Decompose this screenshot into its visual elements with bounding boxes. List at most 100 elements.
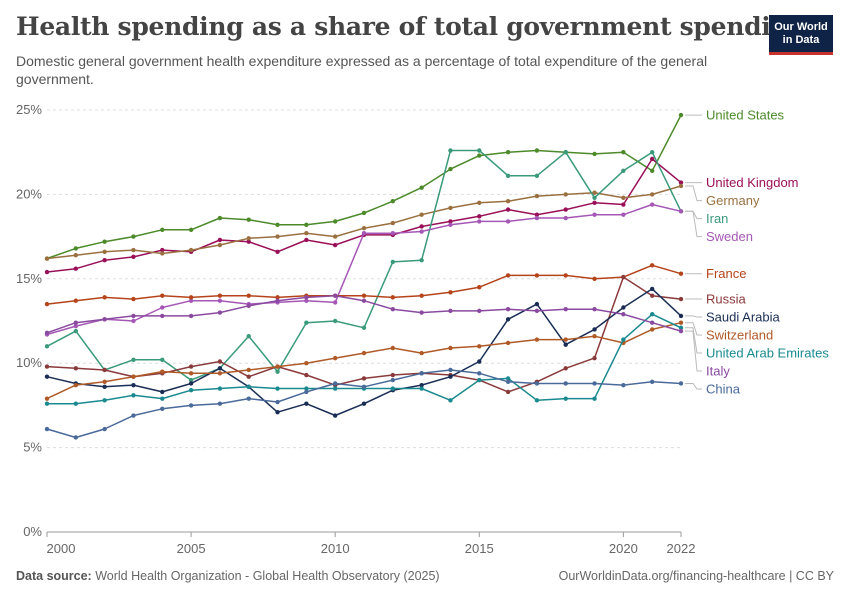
data-point	[246, 374, 251, 379]
data-point	[275, 409, 280, 415]
data-point	[131, 296, 136, 302]
data-point	[678, 381, 684, 386]
data-point	[217, 215, 223, 221]
data-point	[477, 219, 482, 224]
source-url[interactable]: OurWorldinData.org/financing-healthcare …	[558, 569, 834, 583]
data-point	[246, 217, 251, 222]
series-line	[46, 185, 682, 260]
data-point	[563, 150, 568, 155]
data-point	[534, 193, 540, 199]
data-point	[505, 150, 511, 155]
data-point	[448, 148, 453, 153]
data-point	[217, 401, 223, 406]
data-point	[592, 306, 597, 312]
data-point	[477, 148, 482, 153]
data-point	[390, 231, 396, 236]
data-point	[649, 168, 655, 173]
data-point	[332, 381, 338, 386]
data-point	[188, 295, 194, 300]
data-point	[217, 310, 223, 315]
data-point	[131, 318, 136, 324]
data-point	[73, 382, 79, 388]
series-label: Sweden	[706, 229, 753, 244]
data-point	[131, 374, 136, 379]
data-point	[73, 298, 79, 303]
data-point	[621, 382, 626, 388]
logo-line-1: Our World	[774, 20, 828, 33]
data-point	[361, 231, 367, 236]
data-point	[534, 308, 540, 314]
data-point	[304, 295, 309, 300]
data-point	[332, 219, 338, 224]
data-point	[390, 259, 396, 265]
data-point	[390, 295, 396, 300]
series-line	[46, 203, 682, 336]
series-label: United States	[706, 108, 785, 123]
data-point	[217, 242, 223, 248]
data-point	[304, 298, 309, 303]
data-point	[477, 344, 482, 349]
data-point	[649, 286, 655, 292]
data-point	[160, 251, 165, 256]
data-point	[621, 168, 626, 173]
series-label: United Arab Emirates	[706, 346, 829, 361]
data-point	[563, 366, 568, 371]
data-point	[621, 305, 626, 310]
series-label: Italy	[706, 364, 730, 379]
data-point	[390, 345, 396, 351]
data-source: Data source: World Health Organization -…	[16, 569, 440, 583]
data-point	[563, 396, 568, 401]
data-point	[505, 207, 511, 212]
data-point	[621, 337, 626, 342]
series-label: Russia	[706, 292, 747, 307]
data-point	[275, 249, 280, 254]
data-point	[505, 340, 511, 346]
data-source-label: Data source:	[16, 569, 92, 583]
data-point	[246, 293, 251, 298]
data-point	[563, 215, 568, 221]
data-point	[621, 195, 626, 200]
data-point	[131, 382, 136, 388]
data-point	[592, 195, 597, 200]
series-label: Switzerland	[706, 328, 773, 343]
label-connector	[685, 322, 702, 336]
x-tick-label: 2015	[465, 541, 494, 556]
data-point	[649, 156, 655, 162]
data-point	[678, 271, 684, 276]
data-point	[217, 359, 223, 364]
data-point	[73, 366, 79, 371]
data-point	[304, 222, 309, 227]
data-point	[448, 166, 453, 172]
data-point	[678, 180, 684, 185]
data-point	[188, 364, 194, 369]
chart-title: Health spending as a share of total gove…	[16, 12, 806, 41]
data-point	[304, 320, 309, 325]
data-point	[275, 386, 280, 391]
data-point	[304, 237, 309, 243]
data-point	[448, 374, 453, 379]
data-point	[160, 227, 165, 233]
data-point	[419, 386, 424, 391]
label-connector	[685, 210, 702, 238]
data-point	[246, 384, 251, 390]
y-tick-label: 0%	[23, 524, 42, 539]
data-point	[73, 266, 79, 271]
data-point	[275, 364, 280, 369]
data-point	[534, 173, 540, 179]
data-point	[44, 374, 50, 379]
data-point	[44, 396, 50, 401]
x-tick-label: 2005	[177, 541, 206, 556]
data-point	[505, 306, 511, 312]
data-point	[534, 148, 540, 153]
data-point	[419, 258, 424, 263]
data-point	[649, 327, 655, 332]
data-point	[505, 317, 511, 322]
data-point	[44, 256, 50, 261]
data-point	[361, 225, 367, 231]
data-point	[563, 207, 568, 212]
owid-logo[interactable]: Our World in Data	[769, 15, 833, 55]
data-point	[332, 413, 338, 418]
data-point	[390, 386, 396, 391]
x-tick-label: 2010	[321, 541, 350, 556]
data-point	[44, 364, 50, 369]
